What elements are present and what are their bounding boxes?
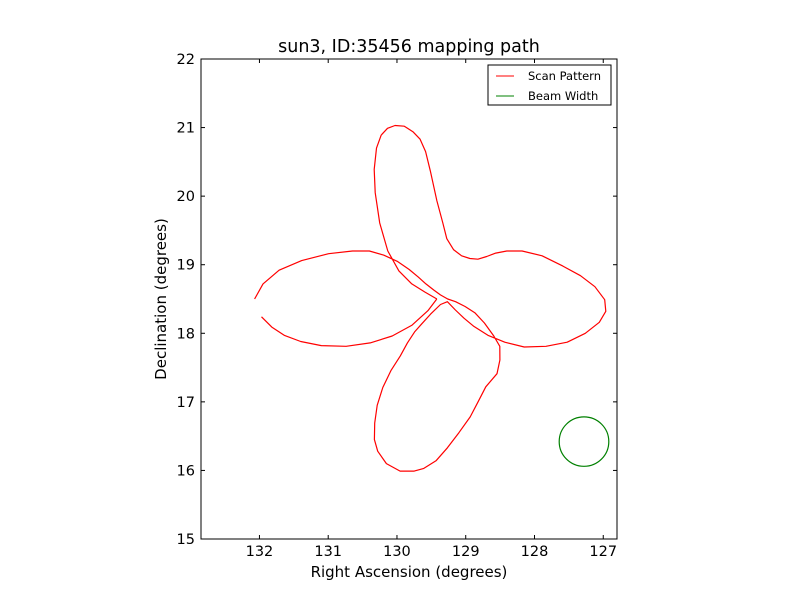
x-tick-label: 131: [314, 544, 342, 560]
x-tick-label: 127: [589, 544, 617, 560]
y-tick-label: 22: [177, 52, 195, 68]
x-tick-label: 128: [521, 544, 549, 560]
legend-box: [487, 64, 612, 106]
series-scan-pattern-line: [254, 124, 607, 472]
legend-label-scan-pattern: Scan Pattern: [528, 69, 601, 83]
plot-area: [254, 124, 610, 472]
y-tick-label: 15: [177, 532, 195, 548]
x-tick-label: 132: [246, 544, 274, 560]
series-scan-pattern-tail-line: [261, 298, 438, 347]
y-axis: 15 16 17 18 19 20 21 22: [177, 52, 617, 548]
y-tick-label: 21: [177, 121, 195, 137]
y-tick-label: 17: [177, 395, 195, 411]
x-tick-label: 129: [452, 544, 480, 560]
series-beam-width-circle: [558, 416, 610, 467]
legend-label-beam-width: Beam Width: [528, 89, 598, 103]
y-tick-label: 18: [177, 326, 195, 342]
x-axis-label: Right Ascension (degrees): [311, 563, 508, 581]
legend: Scan Pattern Beam Width: [487, 64, 612, 106]
axes-frame: [200, 58, 618, 540]
x-axis: 132 131 130 129 128 127: [246, 59, 617, 560]
x-tick-label: 130: [383, 544, 411, 560]
y-tick-label: 16: [177, 463, 195, 479]
y-tick-label: 19: [177, 258, 195, 274]
y-axis-label: Declination (degrees): [152, 218, 170, 380]
y-tick-label: 20: [177, 189, 195, 205]
chart-title: sun3, ID:35456 mapping path: [278, 37, 540, 57]
